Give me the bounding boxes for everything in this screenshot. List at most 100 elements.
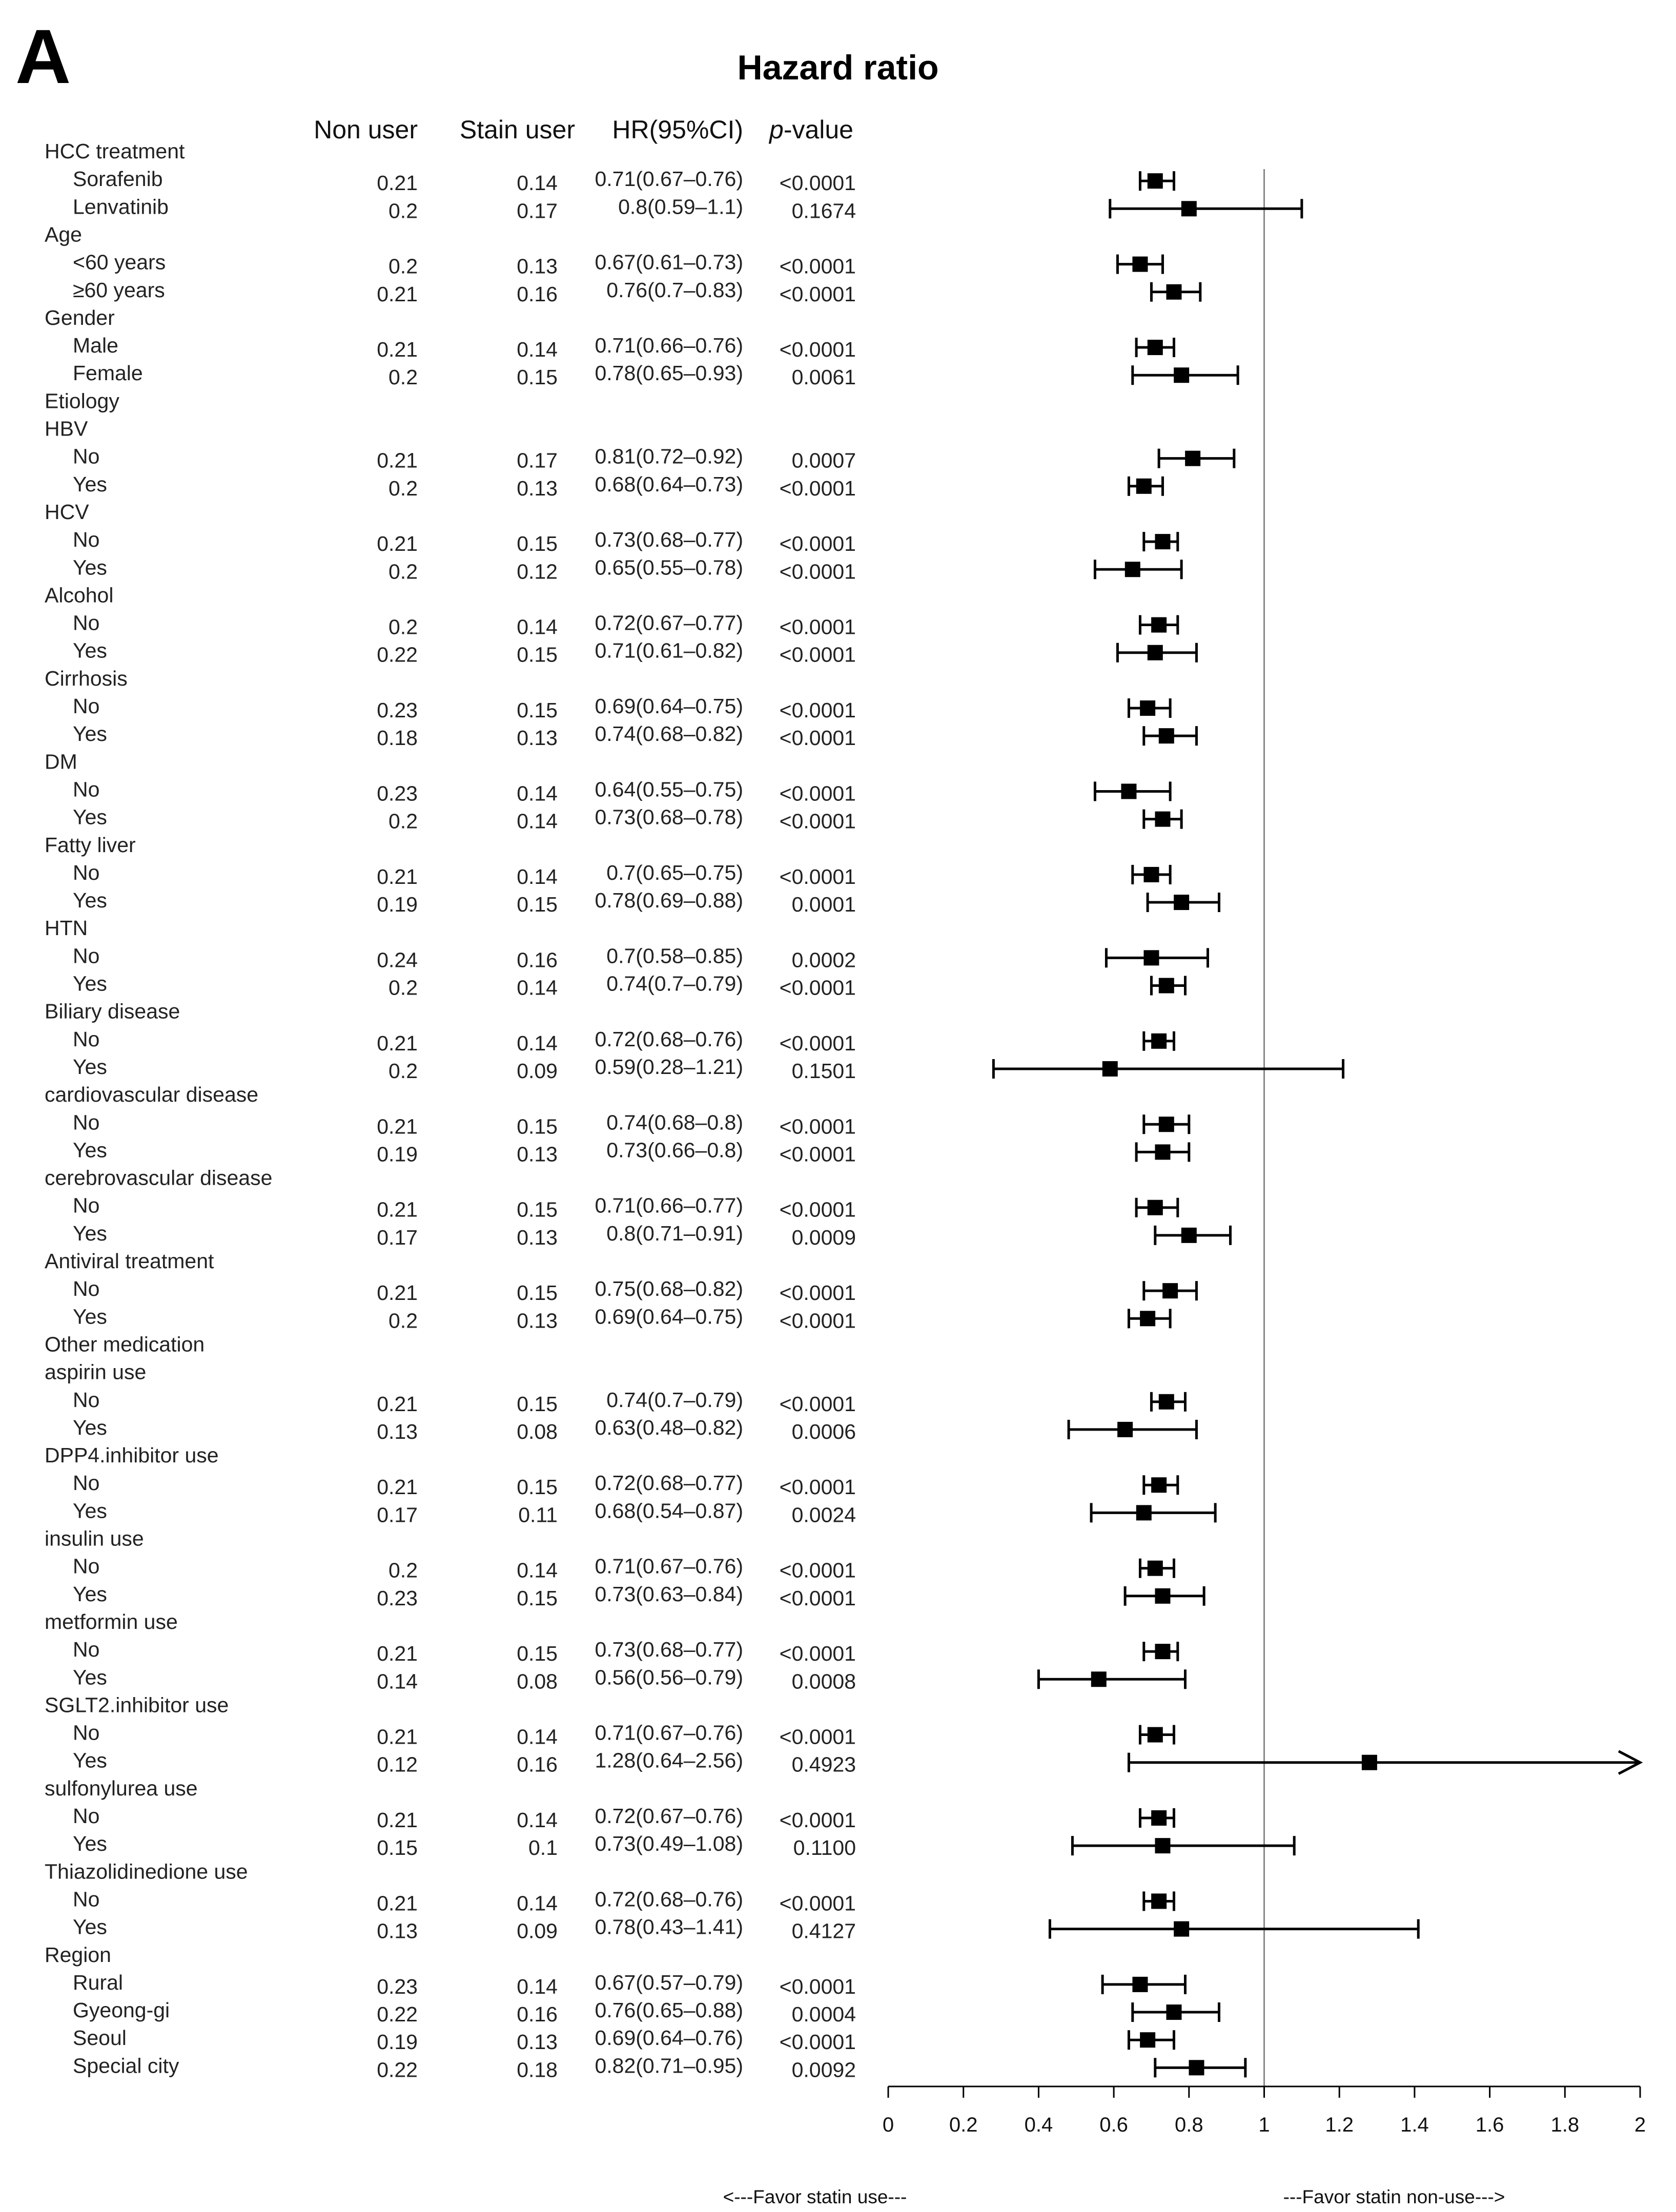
row-label: No (73, 1194, 99, 1217)
p-value: <0.0001 (780, 810, 856, 833)
panel-label: A (15, 13, 71, 99)
hr-point (1174, 367, 1190, 383)
hr-ci-value: 0.71(0.61–0.82) (595, 639, 743, 663)
hr-ci-value: 0.64(0.55–0.75) (595, 777, 743, 801)
nonuser-value: 0.22 (377, 2002, 418, 2026)
hr-point (1140, 2032, 1156, 2048)
hr-ci-value: 0.74(0.7–0.79) (606, 1388, 743, 1412)
statin-user-value: 0.14 (517, 865, 558, 888)
x-tick-label: 0.4 (1025, 2114, 1053, 2136)
group-label: Thiazolidinedione use (45, 1859, 248, 1883)
hr-ci-value: 0.69(0.64–0.75) (595, 1305, 743, 1328)
nonuser-value: 0.2 (389, 477, 418, 500)
hr-point (1143, 866, 1159, 882)
p-value: 0.1674 (792, 199, 856, 222)
statin-user-value: 0.14 (517, 1559, 558, 1582)
p-value: <0.0001 (780, 976, 856, 1000)
hr-point (1147, 1560, 1163, 1576)
statin-user-value: 0.13 (517, 1309, 558, 1332)
hr-ci-value: 0.69(0.64–0.76) (595, 2026, 743, 2050)
header-hr-ci: HR(95%CI) (612, 115, 743, 144)
hr-point (1143, 950, 1159, 966)
statin-user-value: 0.13 (517, 477, 558, 500)
statin-user-value: 0.08 (517, 1669, 558, 1693)
hr-ci-value: 0.71(0.67–0.76) (595, 1555, 743, 1578)
hr-ci-value: 0.74(0.7–0.79) (606, 972, 743, 996)
x-tick-label: 1 (1258, 2114, 1270, 2136)
row-label: <60 years (73, 251, 166, 274)
hr-point (1166, 2004, 1182, 2020)
nonuser-value: 0.21 (377, 338, 418, 361)
statin-user-value: 0.17 (517, 199, 558, 222)
hr-point (1121, 783, 1137, 799)
group-label: metformin use (45, 1610, 178, 1634)
group-label: HCV (45, 500, 89, 524)
p-value: <0.0001 (780, 1281, 856, 1305)
hr-point (1117, 1421, 1133, 1437)
group-label: Biliary disease (45, 1000, 180, 1023)
nonuser-value: 0.17 (377, 1503, 418, 1526)
nonuser-value: 0.19 (377, 1142, 418, 1166)
hr-ci-value: 0.67(0.61–0.73) (595, 251, 743, 274)
header-nonuser: Non user (314, 115, 418, 144)
statin-user-value: 0.18 (517, 2058, 558, 2081)
hr-point (1102, 1061, 1118, 1077)
hr-point (1155, 1644, 1171, 1660)
hr-point (1151, 1893, 1167, 1909)
hr-ci-value: 0.72(0.67–0.77) (595, 611, 743, 635)
nonuser-value: 0.21 (377, 1114, 418, 1138)
hr-point (1158, 1117, 1174, 1132)
nonuser-value: 0.2 (389, 560, 418, 583)
p-value: 0.0061 (792, 365, 856, 389)
statin-user-value: 0.13 (517, 726, 558, 750)
hr-point (1174, 895, 1190, 911)
p-value: <0.0001 (780, 643, 856, 667)
group-label: Other medication (45, 1332, 205, 1356)
row-label: Yes (73, 472, 107, 496)
x-tick-label: 0.8 (1175, 2114, 1203, 2136)
hr-ci-value: 0.76(0.7–0.83) (606, 278, 743, 302)
statin-user-value: 0.14 (517, 781, 558, 805)
group-label: Cirrhosis (45, 667, 128, 690)
favor-statin-use-label: <---Favor statin use--- (723, 2186, 907, 2207)
group-label: Age (45, 222, 82, 246)
hr-point (1091, 1671, 1107, 1687)
statin-user-value: 0.15 (517, 1392, 558, 1416)
p-value: <0.0001 (780, 698, 856, 722)
row-label: No (73, 1388, 99, 1412)
p-value: 0.0002 (792, 948, 856, 971)
hr-ci-value: 0.75(0.68–0.82) (595, 1277, 743, 1300)
p-value: <0.0001 (780, 560, 856, 583)
group-label: DM (45, 750, 77, 773)
hr-point (1166, 284, 1182, 300)
statin-user-value: 0.13 (517, 1142, 558, 1166)
row-label: No (73, 1804, 99, 1828)
nonuser-value: 0.21 (377, 1642, 418, 1665)
ci-overflow-arrow (1618, 1750, 1643, 1775)
statin-user-value: 0.14 (517, 1891, 558, 1915)
nonuser-value: 0.13 (377, 1420, 418, 1443)
group-label: Fatty liver (45, 833, 136, 857)
p-value: <0.0001 (780, 1808, 856, 1832)
group-label: HTN (45, 916, 88, 940)
p-value: 0.1501 (792, 1059, 856, 1083)
row-label: No (73, 1887, 99, 1911)
nonuser-value: 0.24 (377, 948, 418, 971)
hr-ci-value: 0.73(0.63–0.84) (595, 1582, 743, 1606)
x-axis-ticks: 0 0.2 0.4 0.6 0.8 1 1.2 1.4 1.6 1.8 2 (883, 2086, 1646, 2136)
statin-user-value: 0.14 (517, 1808, 558, 1832)
statin-user-value: 0.15 (517, 532, 558, 555)
group-label: Alcohol (45, 583, 113, 607)
nonuser-value: 0.15 (377, 1836, 418, 1859)
p-value: <0.0001 (780, 1891, 856, 1915)
statin-user-value: 0.15 (517, 1198, 558, 1222)
p-value: <0.0001 (780, 615, 856, 639)
hr-point (1162, 1283, 1178, 1299)
statin-user-value: 0.15 (517, 365, 558, 389)
nonuser-value: 0.2 (389, 810, 418, 833)
statin-user-value: 0.09 (517, 1919, 558, 1943)
statin-user-value: 0.16 (517, 948, 558, 971)
p-value: <0.0001 (780, 1031, 856, 1055)
x-tick-label: 0.6 (1099, 2114, 1128, 2136)
p-value: <0.0001 (780, 1725, 856, 1749)
